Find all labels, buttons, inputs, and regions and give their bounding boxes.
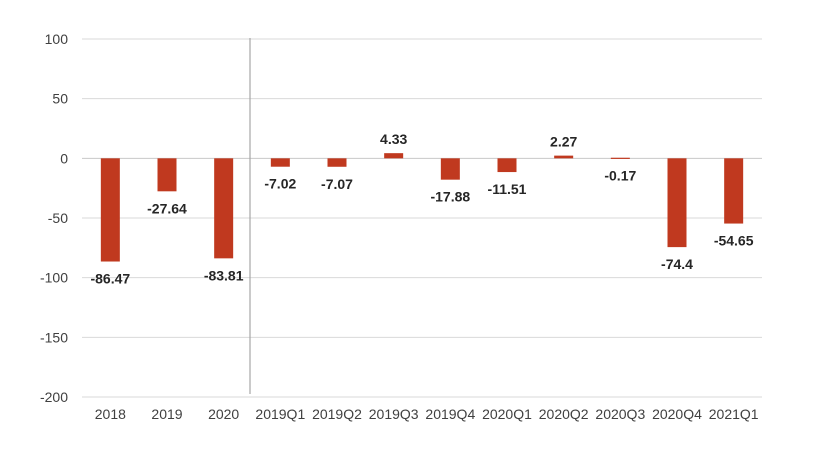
bar xyxy=(327,158,347,167)
y-tick-label: -50 xyxy=(48,210,68,226)
bar xyxy=(440,158,460,180)
data-labels: -86.47 -27.64 -83.81 -7.02 -7.07 4.33 -17.88 -1… xyxy=(90,131,753,286)
y-tick-label: -100 xyxy=(40,270,68,286)
data-label: -86.47 xyxy=(90,271,130,287)
y-tick-label: -200 xyxy=(40,389,68,405)
x-tick-label: 2020Q1 xyxy=(482,406,532,422)
bar xyxy=(100,158,120,262)
bar xyxy=(157,158,177,192)
bar xyxy=(724,158,744,224)
x-tick-label: 2019 xyxy=(151,406,182,422)
x-tick-label: 2019Q3 xyxy=(369,406,419,422)
bar xyxy=(667,158,687,248)
data-label: -27.64 xyxy=(147,200,187,216)
data-label: -11.51 xyxy=(488,181,527,197)
data-label: -17.88 xyxy=(430,189,470,205)
x-tick-label: 2019Q1 xyxy=(255,406,305,422)
bar xyxy=(270,158,290,167)
x-axis-tick-labels: 2018 2019 2020 2019Q1 2019Q2 2019Q3 2019Q4 2020… xyxy=(95,406,759,422)
data-label: -74.4 xyxy=(661,256,693,272)
data-label: -54.65 xyxy=(714,233,754,249)
bars xyxy=(100,153,744,262)
data-label: -7.07 xyxy=(321,176,353,192)
y-tick-label: 0 xyxy=(60,150,68,166)
bar xyxy=(384,153,404,159)
data-label: -0.17 xyxy=(604,168,636,184)
x-tick-label: 2018 xyxy=(95,406,126,422)
bar xyxy=(554,155,574,159)
y-tick-label: -150 xyxy=(40,329,68,345)
x-tick-label: 2020 xyxy=(208,406,239,422)
data-label: 2.27 xyxy=(550,134,577,150)
x-tick-label: 2019Q2 xyxy=(312,406,362,422)
bar xyxy=(610,157,630,159)
bar xyxy=(214,158,234,259)
x-tick-label: 2020Q3 xyxy=(595,406,645,422)
y-tick-label: 50 xyxy=(52,91,68,107)
x-tick-label: 2021Q1 xyxy=(709,406,759,422)
y-axis-tick-labels: 100 50 0 -50 -100 -150 -200 xyxy=(40,31,68,405)
data-label: -7.02 xyxy=(264,176,296,192)
data-label: -83.81 xyxy=(204,267,244,283)
x-tick-label: 2019Q4 xyxy=(425,406,475,422)
bar xyxy=(497,158,517,173)
gridlines xyxy=(82,38,762,398)
data-label: 4.33 xyxy=(380,131,407,147)
x-tick-label: 2020Q4 xyxy=(652,406,702,422)
x-tick-label: 2020Q2 xyxy=(539,406,589,422)
y-tick-label: 100 xyxy=(45,31,69,47)
